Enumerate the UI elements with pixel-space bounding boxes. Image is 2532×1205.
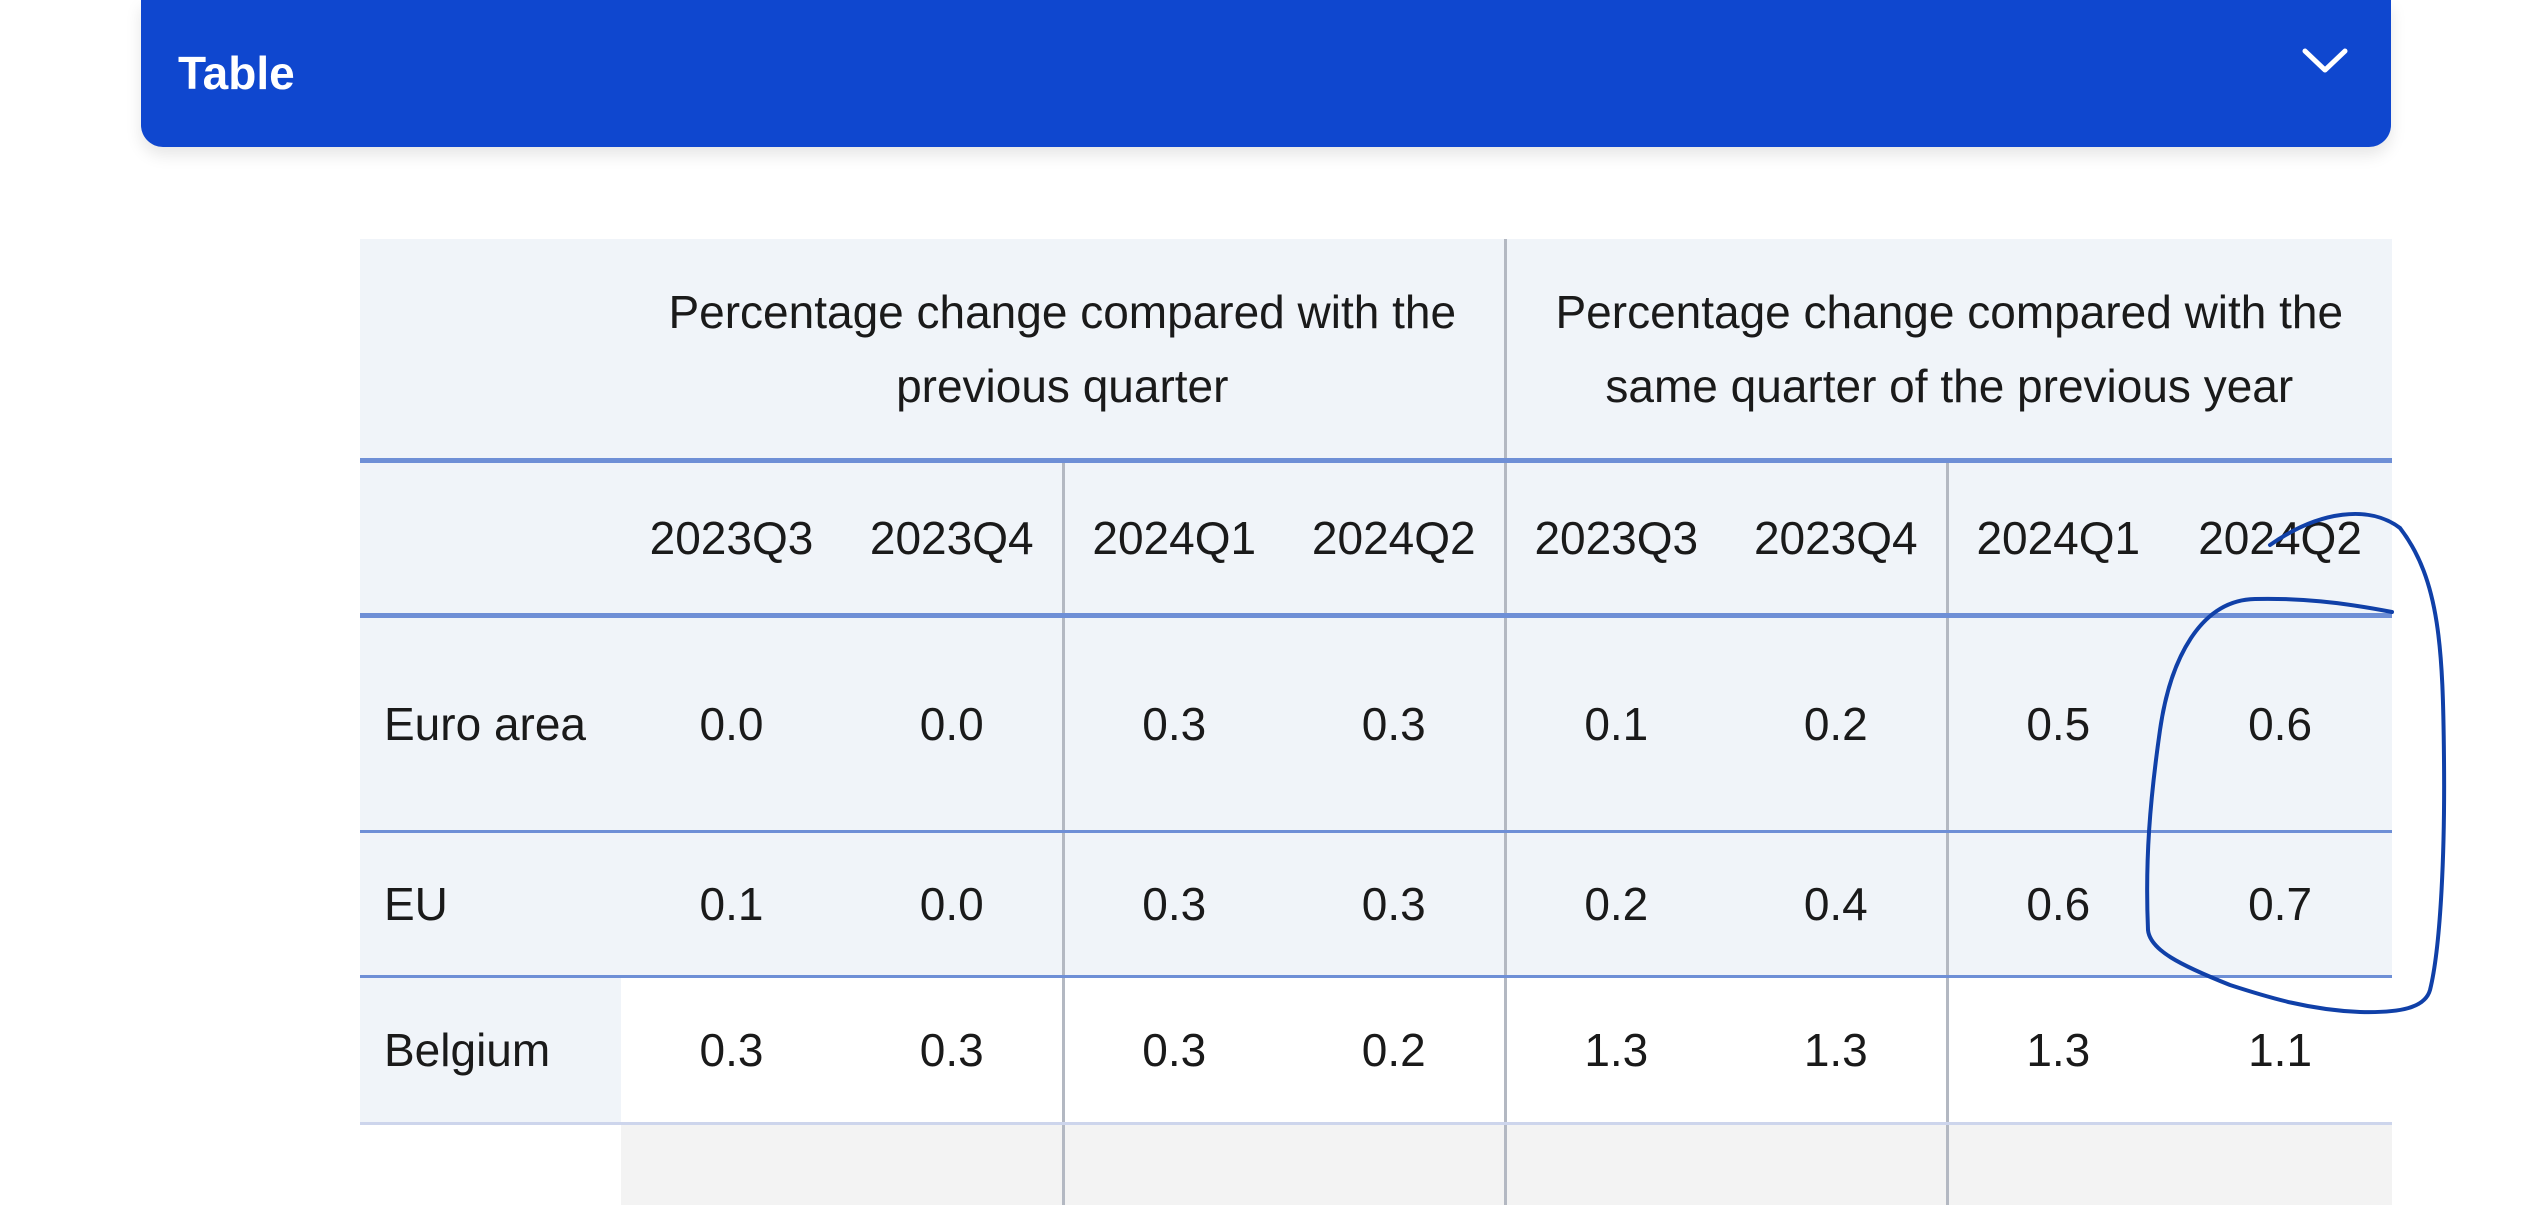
table-cell	[1505, 1124, 1726, 1205]
gdp-growth-table: Percentage change compared with the prev…	[360, 239, 2392, 1205]
table-cell: 1.3	[1505, 977, 1726, 1124]
table-toggle-label: Table	[178, 46, 295, 100]
row-label: Euro area	[360, 616, 621, 832]
corner-cell	[360, 239, 621, 461]
table-row: EU 0.1 0.0 0.3 0.3 0.2 0.4 0.6 0.7	[360, 832, 2392, 977]
period-header: 2024Q1	[1063, 461, 1284, 616]
period-header: 2023Q4	[842, 461, 1063, 616]
table-cell	[842, 1124, 1063, 1205]
period-header: 2023Q4	[1726, 461, 1947, 616]
table-row: Euro area 0.0 0.0 0.3 0.3 0.1 0.2 0.5 0.…	[360, 616, 2392, 832]
table-cell	[621, 1124, 842, 1205]
table-cell: 0.3	[1063, 832, 1284, 977]
row-label	[360, 1124, 621, 1205]
row-label: EU	[360, 832, 621, 977]
table-cell	[1284, 1124, 1505, 1205]
table-cell	[1726, 1124, 1947, 1205]
table-cell: 0.3	[1063, 616, 1284, 832]
group-header-previous-year: Percentage change compared with the same…	[1505, 239, 2392, 461]
table-cell: 0.7	[2168, 832, 2392, 977]
table-cell: 0.2	[1284, 977, 1505, 1124]
period-header: 2024Q1	[1947, 461, 2168, 616]
table-cell: 0.2	[1505, 832, 1726, 977]
table-cell: 0.6	[2168, 616, 2392, 832]
table-row-partial	[360, 1124, 2392, 1205]
table-cell: 0.1	[621, 832, 842, 977]
period-header-row: 2023Q3 2023Q4 2024Q1 2024Q2 2023Q3 2023Q…	[360, 461, 2392, 616]
table-cell	[1063, 1124, 1284, 1205]
table-cell: 0.3	[1284, 616, 1505, 832]
table-cell: 1.3	[1947, 977, 2168, 1124]
table-toggle-bar[interactable]: Table	[141, 0, 2391, 147]
table-cell: 0.0	[621, 616, 842, 832]
chevron-down-icon[interactable]	[2301, 46, 2349, 76]
period-header: 2024Q2	[1284, 461, 1505, 616]
table-cell: 1.3	[1726, 977, 1947, 1124]
table-row: Belgium 0.3 0.3 0.3 0.2 1.3 1.3 1.3 1.1	[360, 977, 2392, 1124]
period-header: 2024Q2	[2168, 461, 2392, 616]
table-cell: 0.3	[621, 977, 842, 1124]
period-header: 2023Q3	[1505, 461, 1726, 616]
table-cell: 0.2	[1726, 616, 1947, 832]
row-label: Belgium	[360, 977, 621, 1124]
period-header: 2023Q3	[621, 461, 842, 616]
table-cell: 0.0	[842, 616, 1063, 832]
period-corner-cell	[360, 461, 621, 616]
table-cell: 1.1	[2168, 977, 2392, 1124]
table-cell: 0.5	[1947, 616, 2168, 832]
group-header-previous-quarter: Percentage change compared with the prev…	[621, 239, 1505, 461]
group-header-row: Percentage change compared with the prev…	[360, 239, 2392, 461]
table-cell: 0.4	[1726, 832, 1947, 977]
table-cell: 0.3	[1284, 832, 1505, 977]
table-cell	[2168, 1124, 2392, 1205]
table-cell: 0.6	[1947, 832, 2168, 977]
table-cell	[1947, 1124, 2168, 1205]
table-cell: 0.3	[1063, 977, 1284, 1124]
table-cell: 0.1	[1505, 616, 1726, 832]
table-cell: 0.3	[842, 977, 1063, 1124]
table-cell: 0.0	[842, 832, 1063, 977]
